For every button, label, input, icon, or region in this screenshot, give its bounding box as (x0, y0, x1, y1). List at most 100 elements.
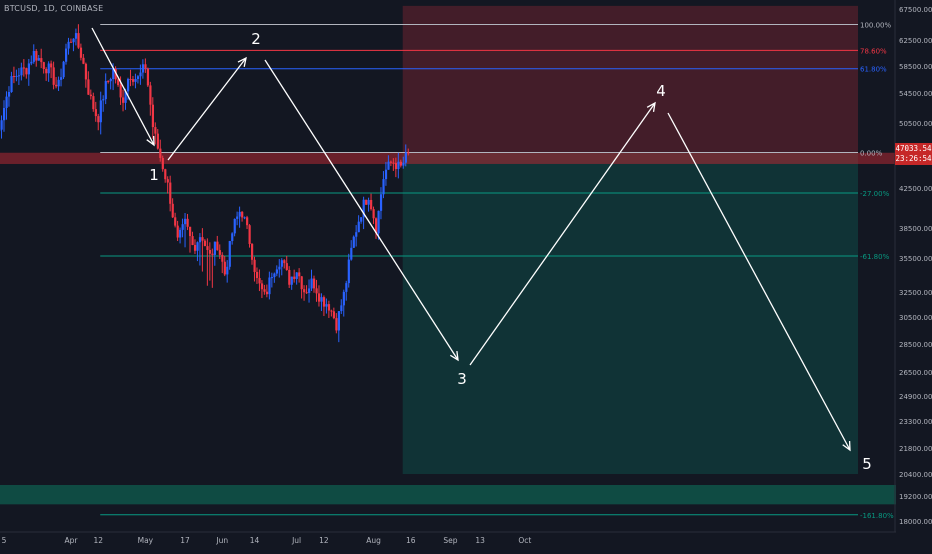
support-zone (0, 485, 896, 504)
fib-level-label: -27.00% (860, 190, 890, 198)
candle-body (330, 311, 332, 312)
candle-body (373, 209, 375, 218)
candle-body (67, 42, 69, 49)
candle-body (80, 48, 82, 58)
candle-body (201, 237, 203, 241)
candle-body (390, 162, 392, 163)
candle-body (45, 69, 47, 73)
y-tick-label: 67500.00 (899, 6, 932, 14)
x-tick-label: 17 (180, 536, 190, 545)
fib-level-label: 61.80% (860, 66, 887, 74)
y-tick-label: 20400.00 (899, 471, 932, 479)
candle-body (167, 179, 169, 182)
candle-body (18, 75, 20, 76)
candle-body (174, 217, 176, 225)
candle-body (3, 108, 5, 120)
candle-body (20, 67, 22, 75)
x-tick-label: 16 (406, 536, 416, 545)
candle-body (157, 134, 159, 149)
candle-body (147, 68, 149, 85)
y-tick-label: 28500.00 (899, 341, 932, 349)
candle-body (87, 79, 89, 94)
candle-body (328, 304, 330, 310)
candle-body (231, 233, 233, 241)
last-price-tag: 47033.54 23:26:54 (895, 143, 932, 165)
x-tick-label: Apr (64, 536, 78, 545)
candle-body (407, 152, 409, 153)
candle-body (318, 293, 320, 301)
candle-body (211, 254, 213, 255)
fib-level-label: 100.00% (860, 22, 891, 30)
stop-loss-zone (403, 6, 858, 153)
candle-body (291, 277, 293, 285)
candle-body (249, 225, 251, 244)
candle-body (325, 304, 327, 306)
candle-body (239, 212, 241, 217)
candle-body (142, 64, 144, 72)
candle-body (102, 99, 104, 100)
symbol-header: BTCUSD, 1D, COINBASE (4, 4, 103, 13)
candle-body (95, 109, 97, 116)
candle-body (162, 158, 164, 169)
wave-label: 4 (656, 82, 666, 100)
candle-body (224, 262, 226, 275)
candle-body (315, 288, 317, 293)
candle-body (144, 64, 146, 68)
candle-body (229, 241, 231, 267)
candle-body (53, 67, 55, 84)
candle-body (353, 237, 355, 248)
candle-body (120, 85, 122, 97)
candle-body (313, 279, 315, 289)
candle-body (278, 267, 280, 270)
candle-body (72, 39, 74, 42)
fib-level-label: -161.80% (860, 512, 894, 520)
candle-body (92, 96, 94, 109)
x-tick-label: Oct (518, 536, 531, 545)
candle-body (397, 162, 399, 169)
candle-body (38, 58, 40, 61)
candle-body (365, 200, 367, 205)
candle-body (204, 241, 206, 246)
candle-body (402, 163, 404, 166)
y-tick-label: 30500.00 (899, 314, 932, 322)
candle-body (268, 278, 270, 295)
candle-body (97, 116, 99, 122)
candle-body (70, 42, 72, 43)
candle-body (25, 68, 27, 74)
candle-body (380, 194, 382, 211)
fib-level-label: 78.60% (860, 47, 887, 55)
candle-body (154, 127, 156, 134)
candle-body (184, 219, 186, 224)
candle-body (35, 51, 37, 61)
candle-body (283, 260, 285, 263)
candle-body (392, 163, 394, 164)
candle-body (172, 204, 174, 218)
y-tick-label: 23300.00 (899, 418, 932, 426)
candle-body (348, 260, 350, 284)
candle-body (271, 277, 273, 278)
y-tick-label: 21800.00 (899, 445, 932, 453)
candle-body (209, 250, 211, 254)
candle-body (152, 105, 154, 127)
fib-level-label: 0.00% (860, 149, 883, 157)
candle-body (276, 269, 278, 273)
candle-body (122, 97, 124, 102)
candle-body (199, 237, 201, 242)
candle-body (63, 62, 65, 77)
candle-body (50, 63, 52, 67)
candle-body (263, 289, 265, 292)
candle-body (177, 226, 179, 238)
candle-body (251, 244, 253, 260)
candle-body (28, 63, 30, 74)
candle-body (107, 81, 109, 82)
y-tick-label: 18000.00 (899, 518, 932, 526)
y-tick-label: 62500.00 (899, 37, 932, 45)
candle-body (306, 292, 308, 293)
candle-body (345, 283, 347, 292)
x-tick-label: Aug (366, 536, 381, 545)
candle-body (164, 169, 166, 179)
candle-body (77, 33, 79, 48)
candle-body (127, 79, 129, 91)
